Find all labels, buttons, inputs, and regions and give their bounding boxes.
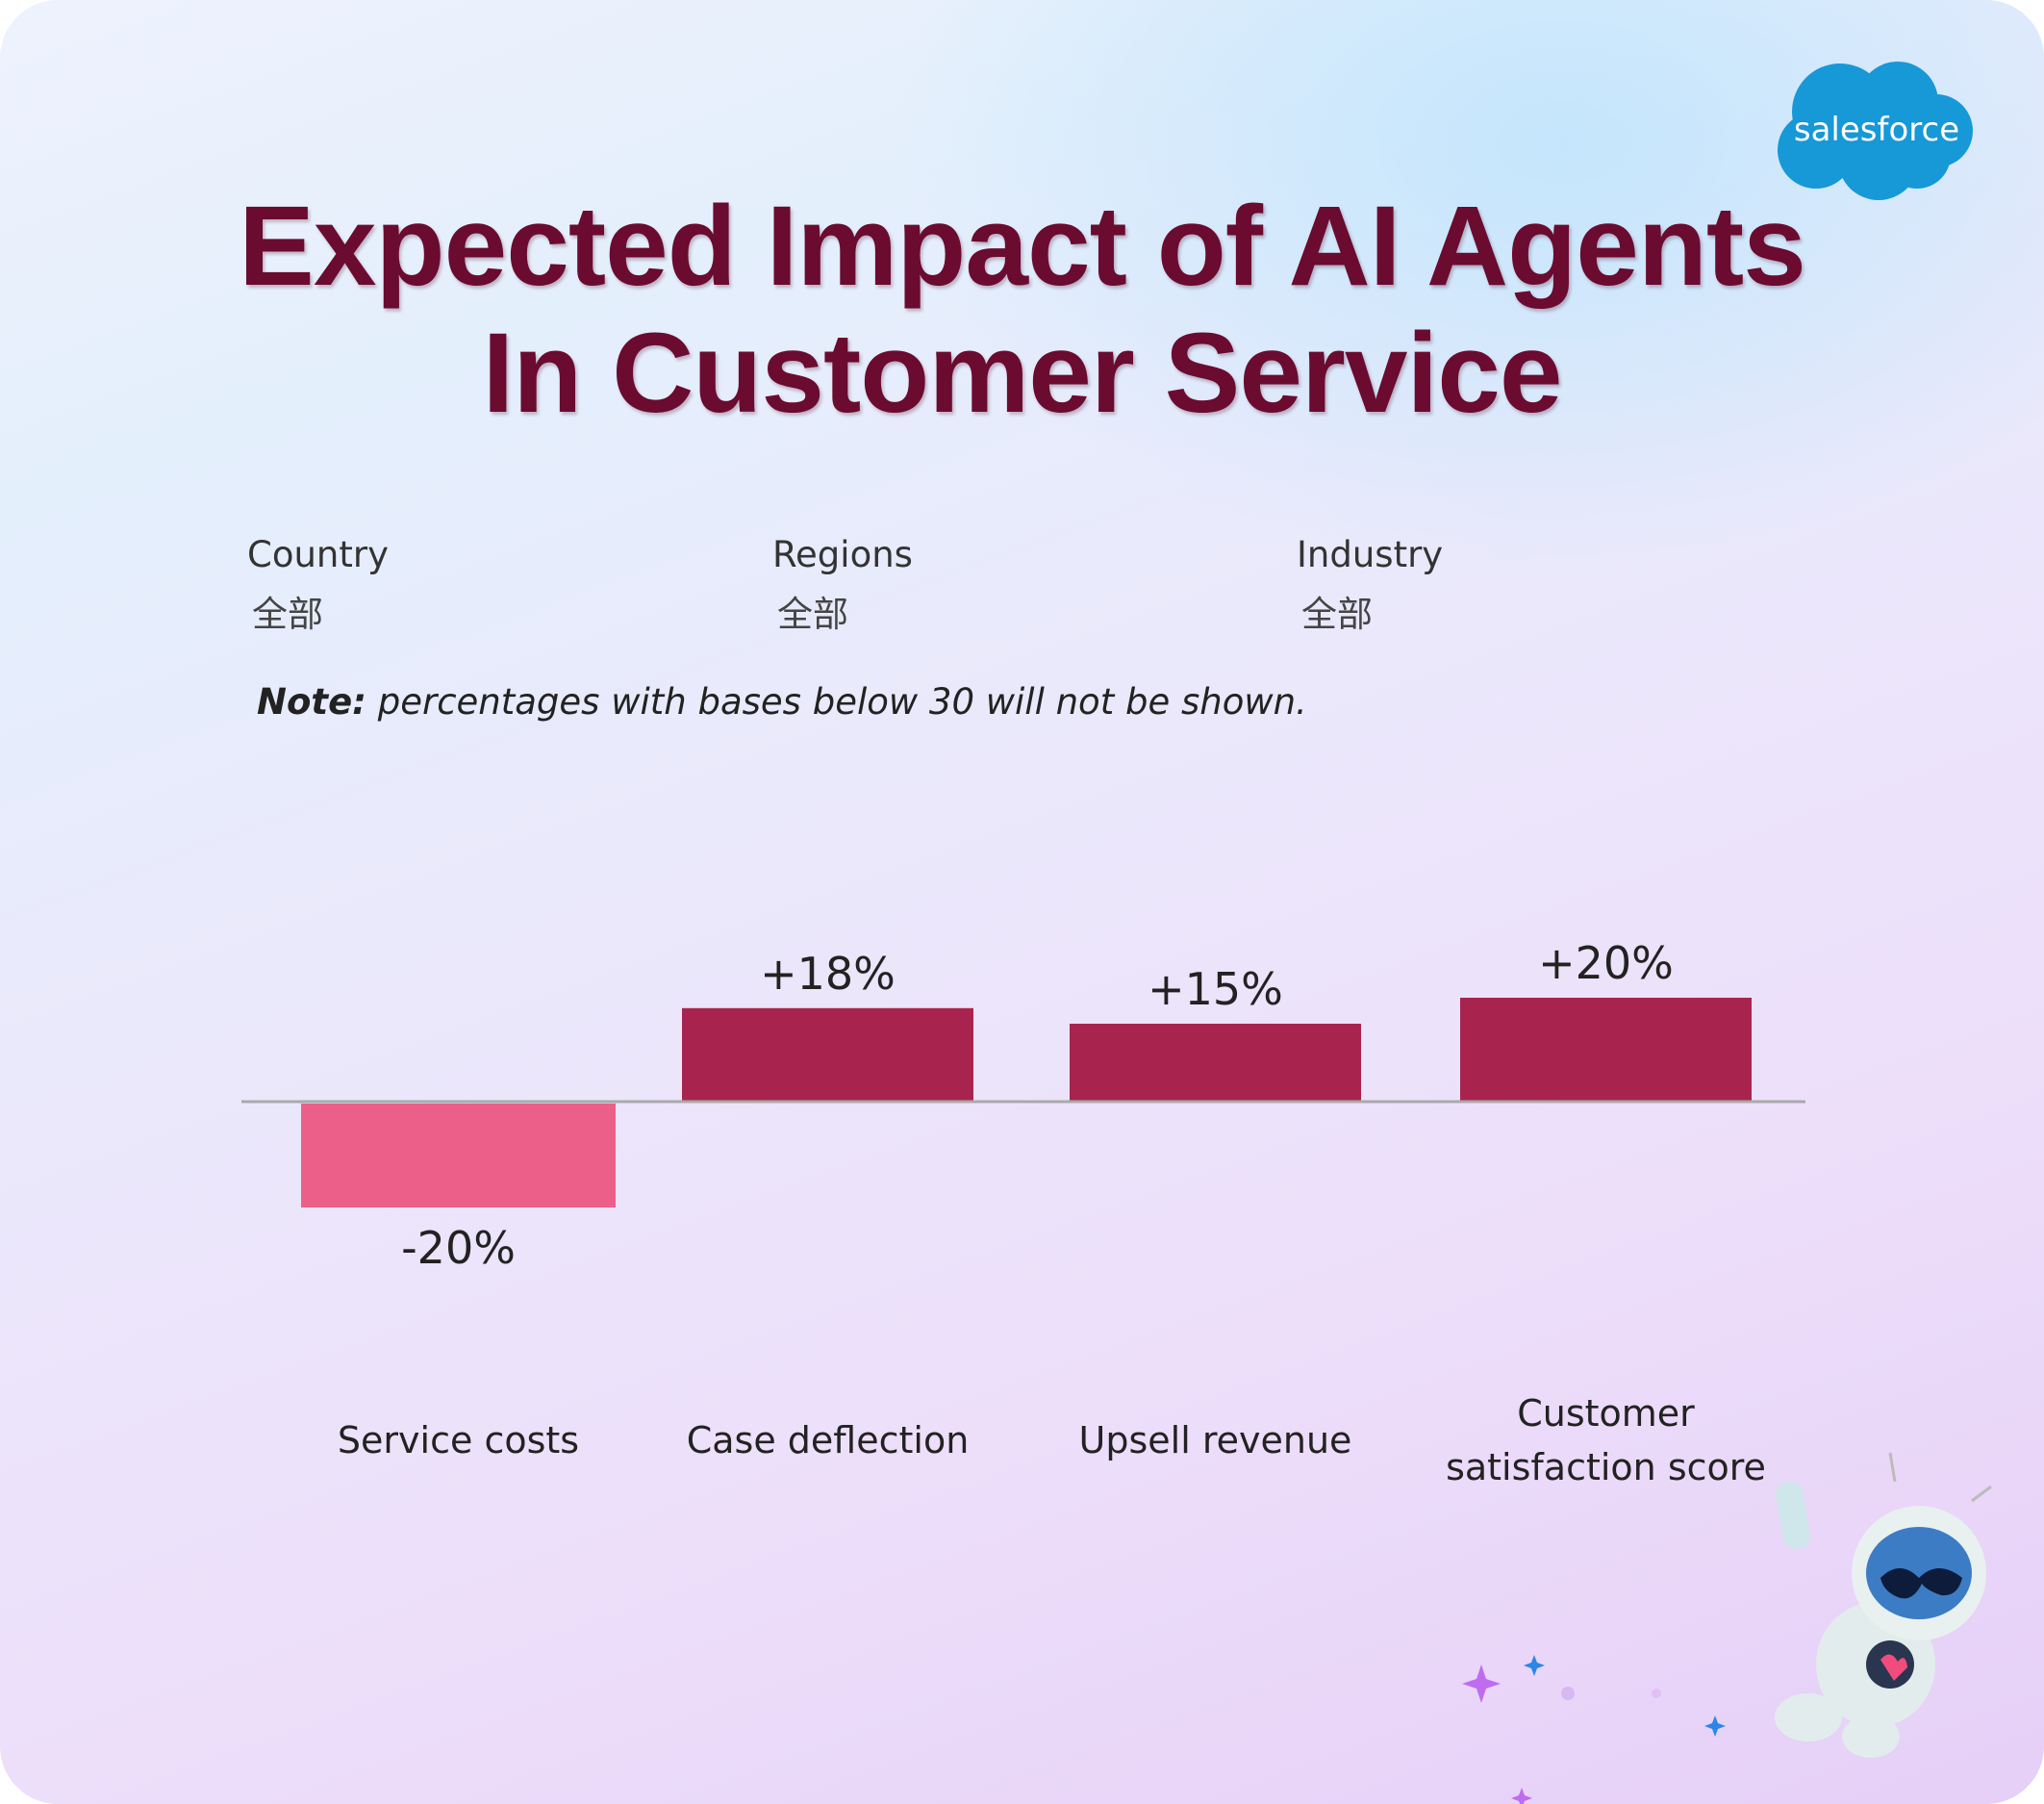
category-label: Case deflection [687,1419,970,1461]
bar-1[interactable] [682,1007,973,1102]
title-line-2: In Customer Service [482,310,1562,437]
note-body: percentages with bases below 30 will not… [366,681,1307,723]
data-label: +20% [1538,937,1674,989]
filter-industry-label: Industry [1297,534,1444,575]
category-label: Service costs [338,1419,579,1461]
bar-0[interactable] [301,1104,616,1207]
filter-regions-label: Regions [772,534,913,575]
category-label: Upsell revenue [1079,1419,1352,1461]
filter-country-label: Country [247,534,389,575]
category-label: Customer [1517,1392,1695,1435]
svg-text:salesforce: salesforce [1794,111,1959,149]
data-label: -20% [401,1222,516,1274]
robot-mascot-illustration [1775,1452,1992,1758]
sparkle-decorations [1462,1655,1726,1804]
bar-3[interactable] [1460,998,1752,1102]
filter-industry-value[interactable]: 全部 [1301,594,1373,635]
data-label: +15% [1148,963,1283,1015]
category-label: satisfaction score [1446,1446,1766,1488]
filter-regions-value[interactable]: 全部 [777,594,848,635]
filter-country-value[interactable]: 全部 [252,594,323,635]
note-prefix: Note: [257,681,366,723]
salesforce-logo: salesforce [1778,62,1973,200]
note-text: Note: percentages with bases below 30 wi… [257,681,1307,723]
data-label: +18% [760,948,896,1000]
title-line-1: Expected Impact of AI Agents [239,183,1806,310]
bar-2[interactable] [1070,1024,1361,1102]
page-title: Expected Impact of AI Agents In Customer… [0,183,2044,437]
